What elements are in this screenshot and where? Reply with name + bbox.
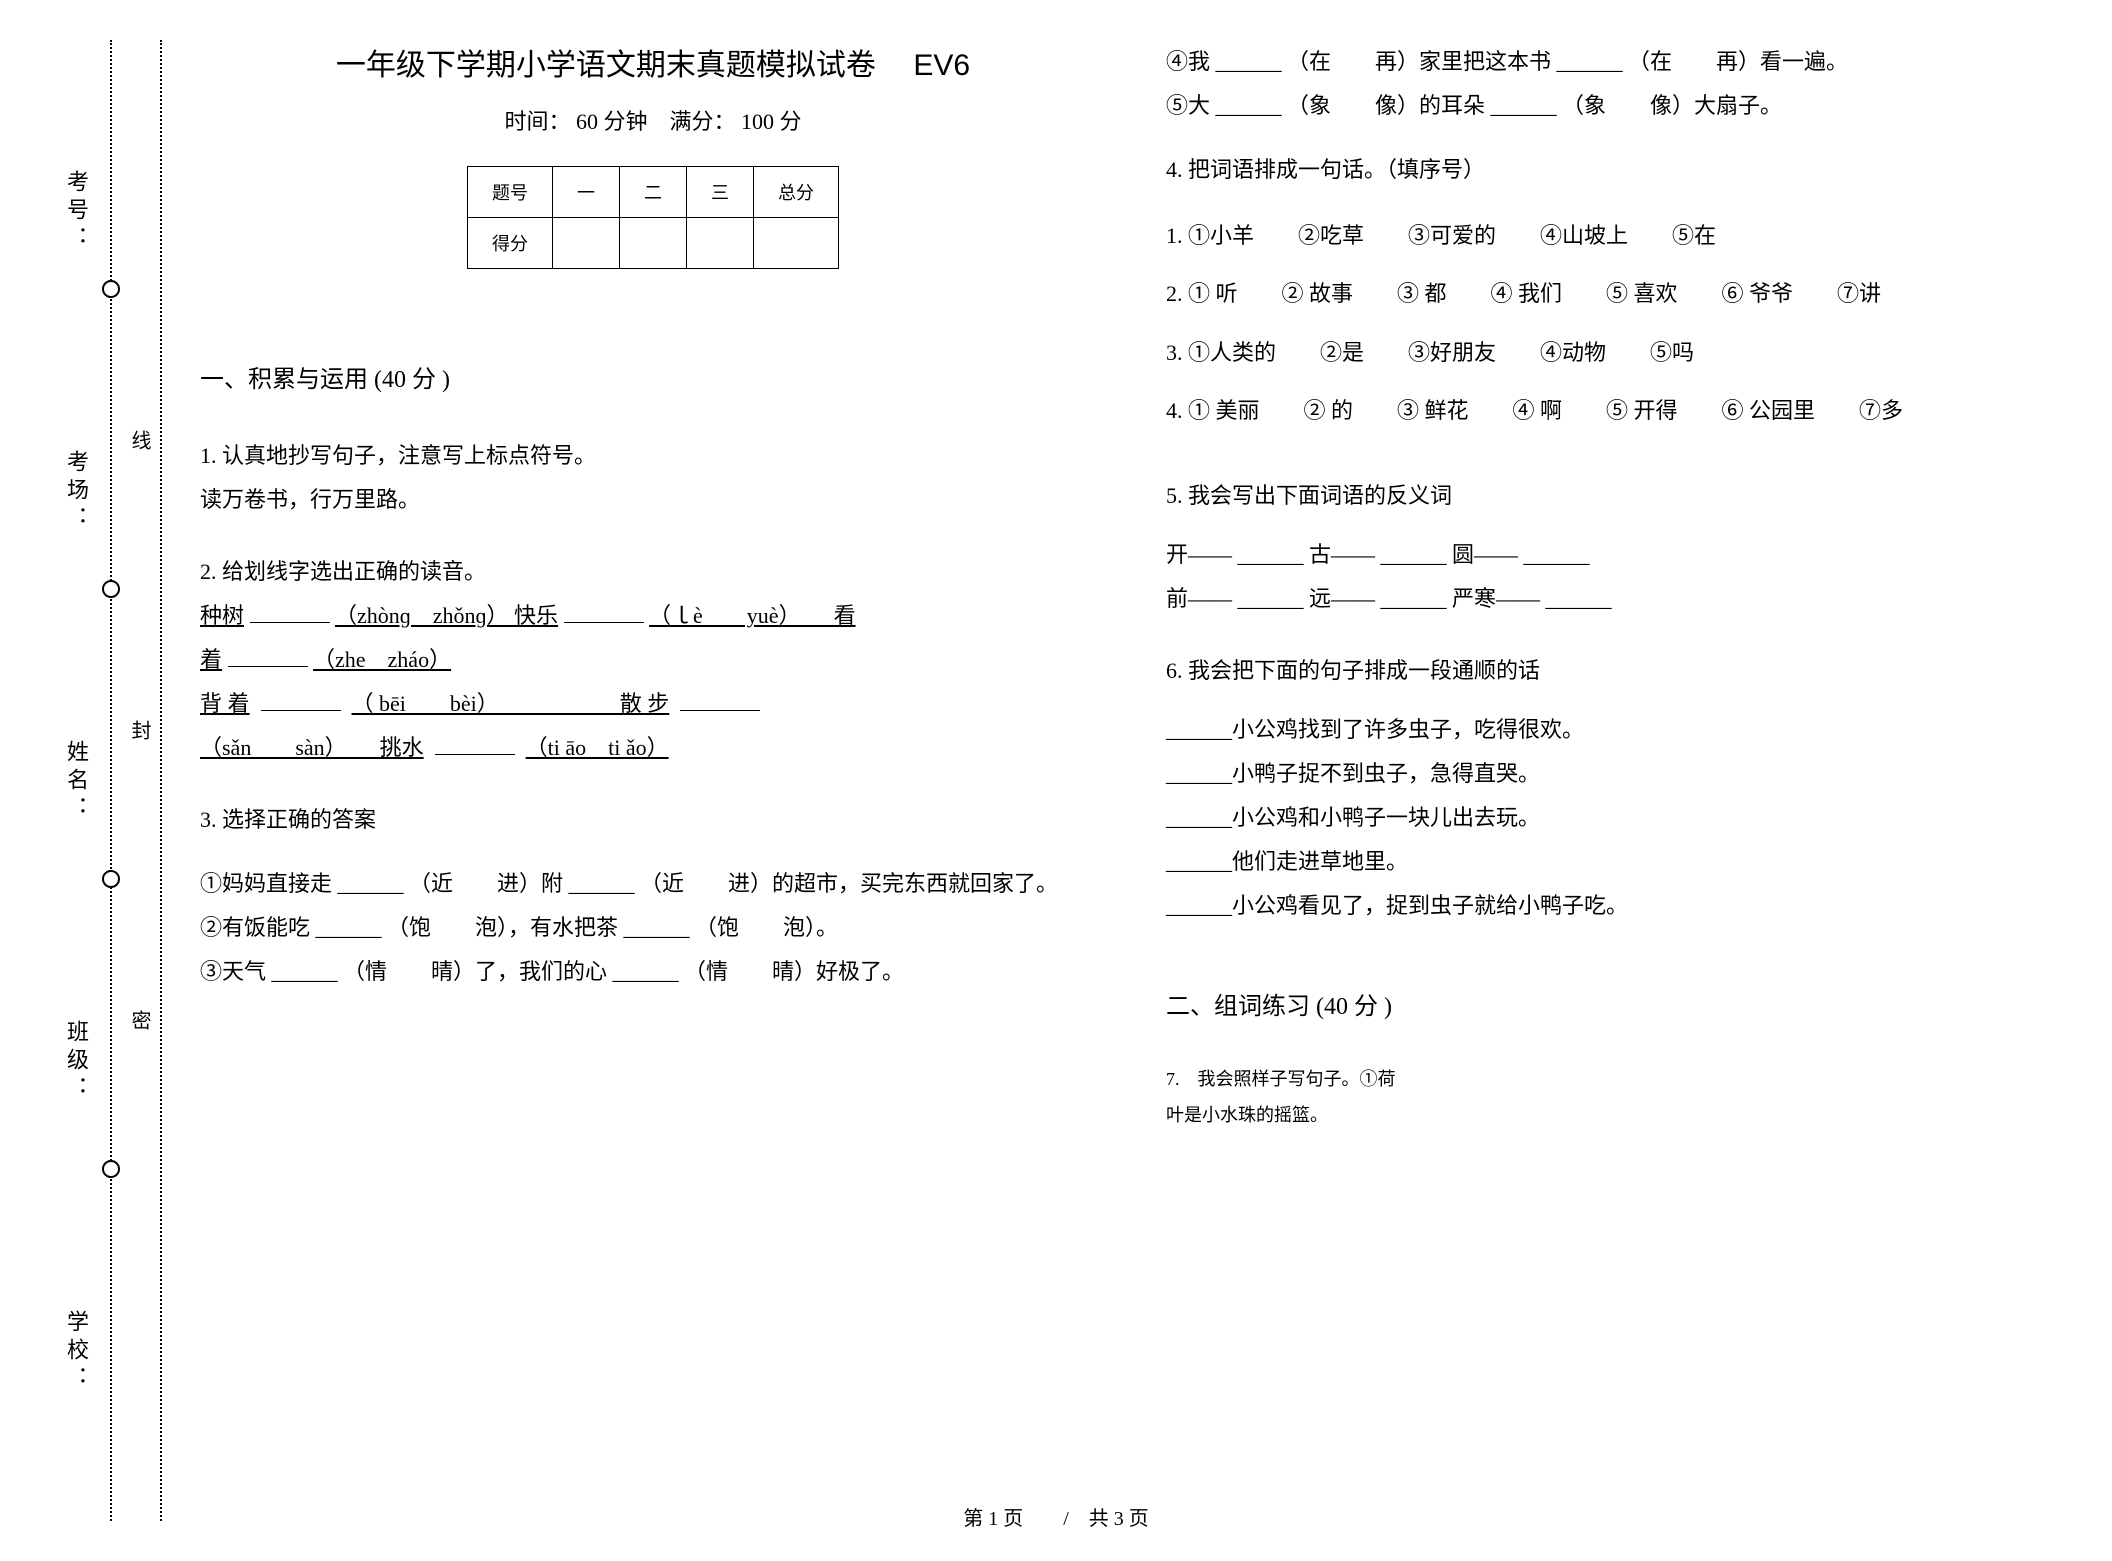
q5-line: 开—— ______ 古—— ______ 圆—— ______ bbox=[1166, 533, 2072, 577]
question-5: 5. 我会写出下面词语的反义词 开—— ______ 古—— ______ 圆—… bbox=[1166, 474, 2072, 621]
question-label: 5. 我会写出下面词语的反义词 bbox=[1166, 474, 2072, 518]
q2-choices: （sǎn sàn） 挑水 bbox=[200, 735, 424, 760]
question-text: 叶是小水珠的摇篮。 bbox=[1166, 1097, 2072, 1133]
question-7: 7. 我会照样子写句子。①荷 叶是小水珠的摇篮。 bbox=[1166, 1061, 2072, 1133]
section-header: 一、积累与运用 (40 分 ) bbox=[200, 359, 1106, 394]
punch-hole bbox=[102, 580, 120, 598]
score-table: 题号 一 二 三 总分 得分 bbox=[467, 166, 839, 269]
question-1: 1. 认真地抄写句子，注意写上标点符号。 读万卷书，行万里路。 bbox=[200, 434, 1106, 522]
binding-char: 线 bbox=[125, 430, 154, 450]
page-content: 一年级下学期小学语文期末真题模拟试卷 EV6 时间： 60 分钟 满分： 100… bbox=[200, 40, 2072, 1481]
binding-label: 学校： bbox=[60, 1310, 92, 1394]
q6-line: ______小公鸡找到了许多虫子，吃得很欢。 bbox=[1166, 708, 2072, 752]
q4-item: 1. ①小羊 ②吃草 ③可爱的 ④山坡上 ⑤在 bbox=[1166, 212, 2072, 260]
question-3: 3. 选择正确的答案 ①妈妈直接走 ______ （近 进）附 ______ （… bbox=[200, 798, 1106, 994]
binding-margin: 考号： 考场： 姓名： 班级： 学校： 线 封 密 bbox=[0, 0, 190, 1561]
punch-hole bbox=[102, 870, 120, 888]
q2-word: 背 着 bbox=[200, 691, 250, 716]
q2-choices: （zhònɡ zhǒnɡ） 快乐 bbox=[335, 603, 558, 628]
binding-label: 考场： bbox=[60, 450, 92, 534]
left-column: 一年级下学期小学语文期末真题模拟试卷 EV6 时间： 60 分钟 满分： 100… bbox=[200, 40, 1106, 1481]
title-text: 一年级下学期小学语文期末真题模拟试卷 bbox=[336, 49, 876, 82]
question-label: 7. 我会照样子写句子。①荷 bbox=[1166, 1061, 2072, 1097]
table-header: 三 bbox=[687, 167, 754, 218]
table-cell: 得分 bbox=[468, 218, 553, 269]
question-4: 4. 把词语排成一句话。（填序号） 1. ①小羊 ②吃草 ③可爱的 ④山坡上 ⑤… bbox=[1166, 148, 2072, 446]
question-body: 种树 （zhònɡ zhǒnɡ） 快乐 （ｌè yuè） 看 着 （zhe zh… bbox=[200, 594, 1106, 770]
q3-item: ①妈妈直接走 ______ （近 进）附 ______ （近 进）的超市，买完东… bbox=[200, 862, 1106, 906]
q4-item: 4. ① 美丽 ② 的 ③ 鲜花 ④ 啊 ⑤ 开得 ⑥ 公园里 ⑦多 bbox=[1166, 387, 2072, 435]
question-label: 4. 把词语排成一句话。（填序号） bbox=[1166, 148, 2072, 192]
exam-subtitle: 时间： 60 分钟 满分： 100 分 bbox=[200, 104, 1106, 136]
table-row: 题号 一 二 三 总分 bbox=[468, 167, 839, 218]
table-row: 得分 bbox=[468, 218, 839, 269]
question-6: 6. 我会把下面的句子排成一段通顺的话 ______小公鸡找到了许多虫子，吃得很… bbox=[1166, 649, 2072, 928]
q3-item: ②有饭能吃 ______ （饱 泡），有水把茶 ______ （饱 泡）。 bbox=[200, 906, 1106, 950]
answer-blank bbox=[680, 689, 760, 711]
answer-blank bbox=[261, 689, 341, 711]
table-cell bbox=[553, 218, 620, 269]
dotted-line bbox=[160, 40, 162, 1521]
question-label: 3. 选择正确的答案 bbox=[200, 798, 1106, 842]
answer-blank bbox=[435, 733, 515, 755]
answer-blank bbox=[228, 645, 308, 667]
q4-item: 2. ① 听 ② 故事 ③ 都 ④ 我们 ⑤ 喜欢 ⑥ 爷爷 ⑦讲 bbox=[1166, 270, 2072, 318]
binding-label: 班级： bbox=[60, 1020, 92, 1104]
binding-char: 密 bbox=[125, 1010, 154, 1030]
table-header: 总分 bbox=[754, 167, 839, 218]
punch-hole bbox=[102, 1160, 120, 1178]
question-label: 1. 认真地抄写句子，注意写上标点符号。 bbox=[200, 434, 1106, 478]
q2-word: 种树 bbox=[200, 603, 244, 628]
title-code: EV6 bbox=[913, 49, 970, 82]
q6-line: ______小公鸡看见了，捉到虫子就给小鸭子吃。 bbox=[1166, 884, 2072, 928]
table-cell bbox=[754, 218, 839, 269]
q2-choices: （ti āo ti ǎo） bbox=[526, 735, 669, 760]
q6-line: ______他们走进草地里。 bbox=[1166, 840, 2072, 884]
page-footer: 第 1 页 / 共 3 页 bbox=[0, 1502, 2112, 1531]
exam-title: 一年级下学期小学语文期末真题模拟试卷 EV6 bbox=[200, 40, 1106, 84]
question-text: 读万卷书，行万里路。 bbox=[200, 478, 1106, 522]
section-header: 二、组词练习 (40 分 ) bbox=[1166, 986, 2072, 1021]
punch-hole bbox=[102, 280, 120, 298]
table-cell bbox=[620, 218, 687, 269]
q3-item: ⑤大 ______ （象 像）的耳朵 ______ （象 像）大扇子。 bbox=[1166, 84, 2072, 128]
q5-line: 前—— ______ 远—— ______ 严寒—— ______ bbox=[1166, 577, 2072, 621]
dotted-line bbox=[110, 40, 112, 1521]
table-header: 一 bbox=[553, 167, 620, 218]
table-header: 题号 bbox=[468, 167, 553, 218]
q3-item: ③天气 ______ （情 晴）了，我们的心 ______ （情 晴）好极了。 bbox=[200, 950, 1106, 994]
question-label: 6. 我会把下面的句子排成一段通顺的话 bbox=[1166, 649, 2072, 693]
question-2: 2. 给划线字选出正确的读音。 种树 （zhònɡ zhǒnɡ） 快乐 （ｌè … bbox=[200, 550, 1106, 770]
answer-blank bbox=[250, 601, 330, 623]
table-header: 二 bbox=[620, 167, 687, 218]
answer-blank bbox=[564, 601, 644, 623]
q6-line: ______小鸭子捉不到虫子，急得直哭。 bbox=[1166, 752, 2072, 796]
q3-item: ④我 ______ （在 再）家里把这本书 ______ （在 再）看一遍。 bbox=[1166, 40, 2072, 84]
binding-char: 封 bbox=[125, 720, 154, 740]
binding-label: 考号： bbox=[60, 170, 92, 254]
q2-word: 着 bbox=[200, 647, 222, 672]
q4-item: 3. ①人类的 ②是 ③好朋友 ④动物 ⑤吗 bbox=[1166, 329, 2072, 377]
question-label: 2. 给划线字选出正确的读音。 bbox=[200, 550, 1106, 594]
q6-line: ______小公鸡和小鸭子一块儿出去玩。 bbox=[1166, 796, 2072, 840]
q2-choices: （zhe zháo） bbox=[313, 647, 451, 672]
right-column: ④我 ______ （在 再）家里把这本书 ______ （在 再）看一遍。 ⑤… bbox=[1166, 40, 2072, 1481]
table-cell bbox=[687, 218, 754, 269]
binding-label: 姓名： bbox=[60, 740, 92, 824]
q2-choices: （ｌè yuè） 看 bbox=[649, 603, 856, 628]
q2-choices: （ bēi bèi） 散 步 bbox=[352, 691, 670, 716]
